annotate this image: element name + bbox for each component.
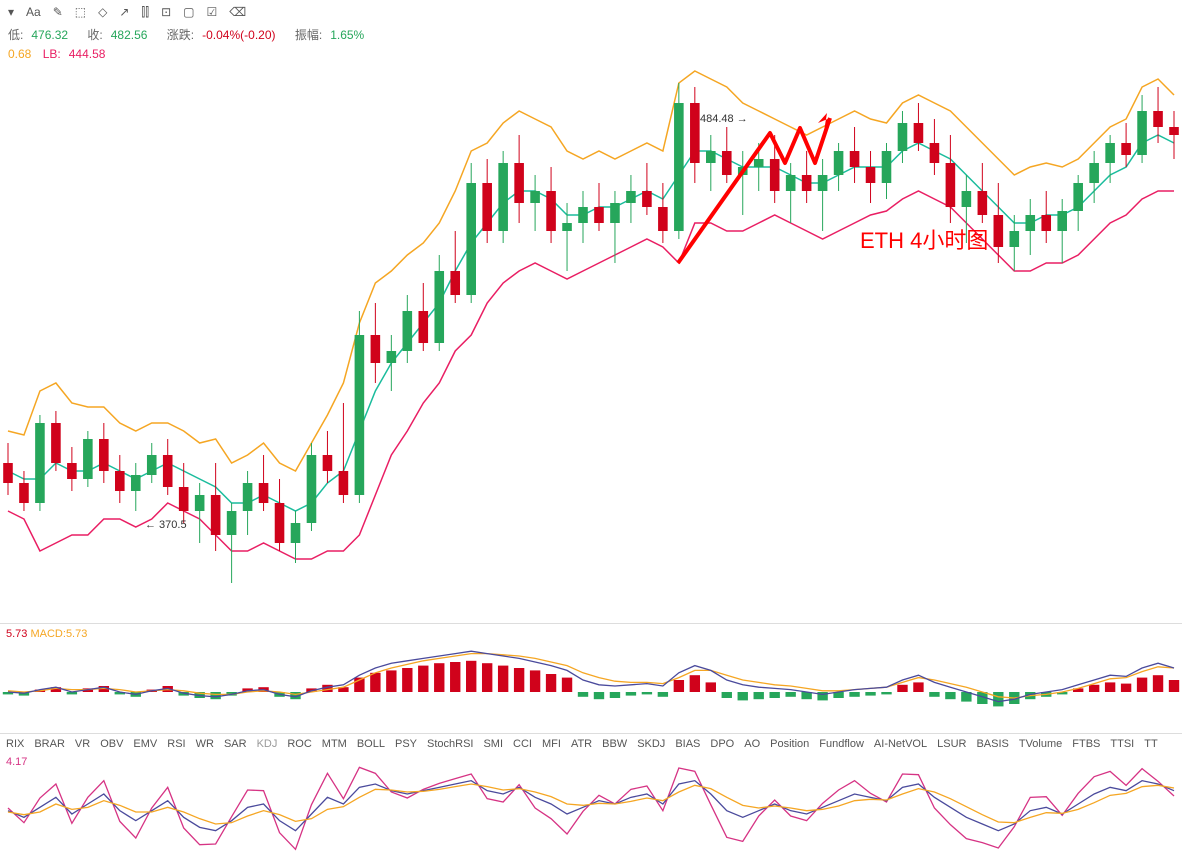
indicator-tab[interactable]: StochRSI xyxy=(427,738,473,750)
indicator-tab[interactable]: LSUR xyxy=(937,738,966,750)
toolbar-tool-icon[interactable]: ↗ xyxy=(119,5,129,19)
toolbar-tool-icon[interactable]: ◇ xyxy=(98,5,107,19)
indicator-tab[interactable]: SMI xyxy=(483,738,503,750)
amplitude-label: 振幅:1.65% xyxy=(295,28,372,42)
toolbar-tool-icon[interactable]: ⌫ xyxy=(229,5,246,19)
kdj-indicator-panel[interactable]: 4.17 xyxy=(0,754,1182,854)
indicator-tab[interactable]: WR xyxy=(196,738,214,750)
indicator-tab[interactable]: ATR xyxy=(571,738,592,750)
indicator-tab[interactable]: BBW xyxy=(602,738,627,750)
indicator-tab[interactable]: CCI xyxy=(513,738,532,750)
ohlc-info-bar: 低:476.32 收:482.56 涨跌:-0.04%(-0.20) 振幅:1.… xyxy=(0,24,1182,45)
indicator-tab[interactable]: TT xyxy=(1144,738,1157,750)
toolbar-tool-icon[interactable]: ✎ xyxy=(53,5,63,19)
macd-indicator-panel[interactable]: 5.73 MACD:5.73 xyxy=(0,623,1182,733)
close-label: 收:482.56 xyxy=(87,28,155,42)
indicator-tab[interactable]: Fundflow xyxy=(819,738,864,750)
indicator-tab[interactable]: PSY xyxy=(395,738,417,750)
toolbar-tool-icon[interactable]: ⬚ xyxy=(75,5,86,19)
band-info-bar: 0.68 LB:444.58 xyxy=(0,45,1182,63)
drawing-toolbar: ▾ Aa ✎ ⬚ ◇ ↗ ⫿⫿ ⊡ ▢ ☑ ⌫ xyxy=(0,0,1182,24)
high-price-marker: 484.48 → xyxy=(700,113,748,125)
indicator-tab[interactable]: BOLL xyxy=(357,738,385,750)
indicator-tab[interactable]: BASIS xyxy=(976,738,1008,750)
change-label: 涨跌:-0.04%(-0.20) xyxy=(167,28,284,42)
main-candlestick-chart[interactable]: ETH 4小时图 ← 370.5 484.48 → xyxy=(0,63,1182,623)
indicator-tab[interactable]: SAR xyxy=(224,738,247,750)
indicator-tab[interactable]: SKDJ xyxy=(637,738,665,750)
indicator-tab[interactable]: BIAS xyxy=(675,738,700,750)
indicator-tab[interactable]: TTSI xyxy=(1110,738,1134,750)
low-label: 低:476.32 xyxy=(8,28,76,42)
toolbar-tool-icon[interactable]: Aa xyxy=(26,5,41,19)
indicator-tab[interactable]: OBV xyxy=(100,738,123,750)
low-price-marker: ← 370.5 xyxy=(145,519,187,531)
indicator-tab[interactable]: KDJ xyxy=(257,738,278,750)
indicator-tab[interactable]: DPO xyxy=(710,738,734,750)
indicator-tab[interactable]: ROC xyxy=(287,738,311,750)
indicator-tab[interactable]: AI-NetVOL xyxy=(874,738,927,750)
indicator-tab[interactable]: MTM xyxy=(322,738,347,750)
indicator-tab[interactable]: AO xyxy=(744,738,760,750)
indicator-tab[interactable]: Position xyxy=(770,738,809,750)
indicator-tab[interactable]: TVolume xyxy=(1019,738,1062,750)
toolbar-tool-icon[interactable]: ⊡ xyxy=(161,5,171,19)
indicator-tab[interactable]: VR xyxy=(75,738,90,750)
toolbar-tool-icon[interactable]: ⫿⫿ xyxy=(141,5,149,20)
indicator-tabs: RIX BRAR VR OBV EMV RSI WR SAR KDJ ROC MTM BOLL PSY S… xyxy=(0,733,1182,754)
indicator-tab[interactable]: RSI xyxy=(167,738,185,750)
indicator-tab[interactable]: FTBS xyxy=(1072,738,1100,750)
toolbar-tool-icon[interactable]: ▢ xyxy=(183,5,194,19)
ub-value: 0.68 xyxy=(8,47,31,61)
toolbar-tool-icon[interactable]: ☑ xyxy=(207,5,218,19)
lb-label: LB:444.58 xyxy=(43,47,114,61)
indicator-tab[interactable]: MFI xyxy=(542,738,561,750)
chart-annotation-text: ETH 4小时图 xyxy=(860,223,988,255)
indicator-tab[interactable]: RIX xyxy=(6,738,24,750)
indicator-tab[interactable]: EMV xyxy=(133,738,157,750)
indicator-tab[interactable]: BRAR xyxy=(34,738,65,750)
toolbar-tool-icon[interactable]: ▾ xyxy=(8,5,14,19)
